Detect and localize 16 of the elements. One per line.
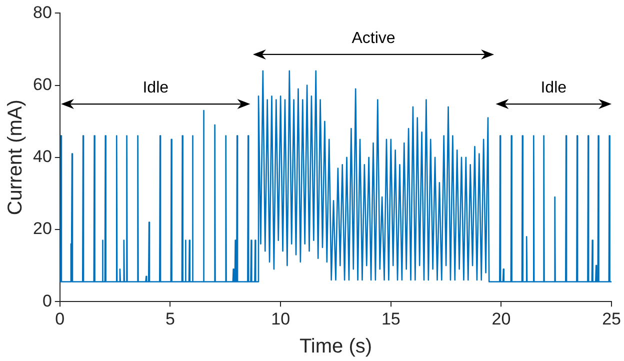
x-axis-title: Time (s) (299, 336, 372, 358)
y-tick-label: 80 (32, 2, 52, 22)
y-tick-label: 40 (32, 147, 52, 166)
annotation: Idle (142, 79, 169, 96)
annotation: Active (352, 30, 396, 47)
y-tick-label: 60 (32, 74, 52, 94)
x-tick-label: 5 (166, 309, 175, 328)
y-tick-label: 0 (42, 291, 52, 310)
x-tick-label: 0 (55, 309, 65, 328)
x-tick-label: 20 (492, 309, 511, 328)
x-tick-label: 10 (271, 309, 290, 328)
y-axis-title: Current (mA) (4, 100, 27, 216)
x-tick-label: 15 (381, 309, 400, 328)
x-tick-label: 25 (602, 309, 622, 328)
annotation: Idle (540, 79, 567, 96)
y-tick-label: 20 (32, 219, 52, 238)
